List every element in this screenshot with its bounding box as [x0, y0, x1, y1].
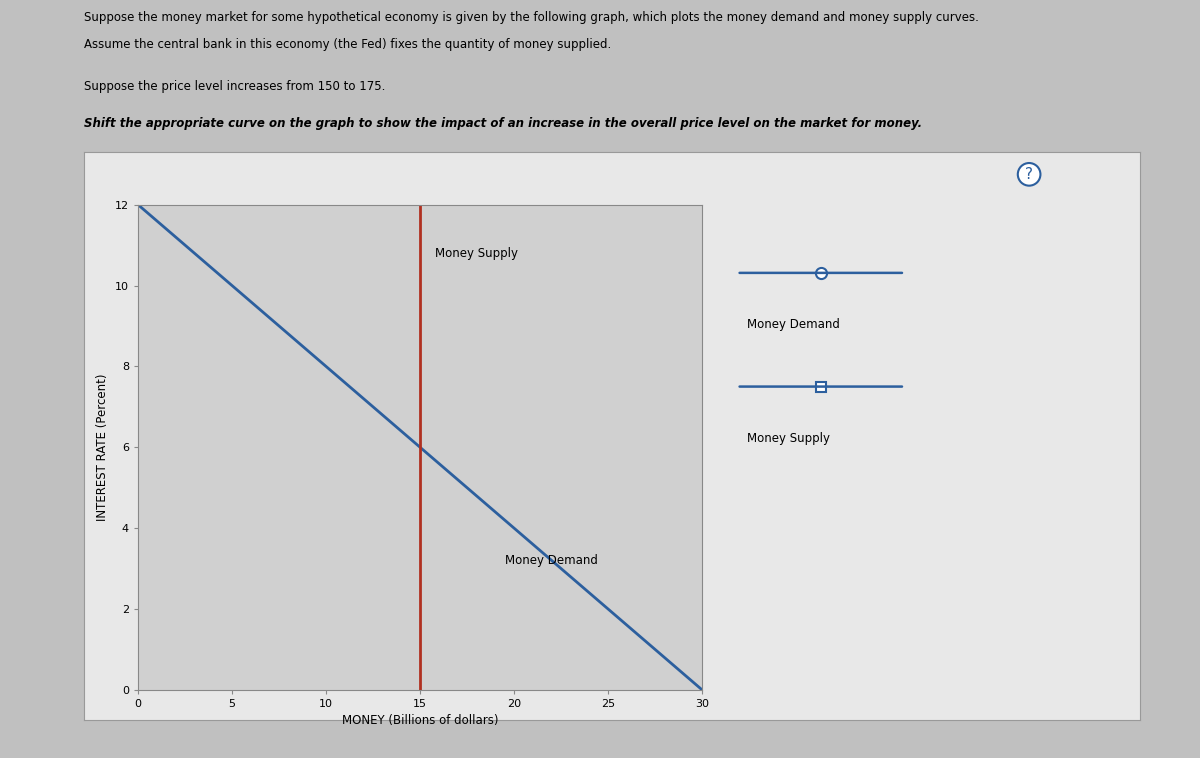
Text: Shift the appropriate curve on the graph to show the impact of an increase in th: Shift the appropriate curve on the graph…	[84, 117, 922, 130]
Text: ?: ?	[1025, 167, 1033, 182]
X-axis label: MONEY (Billions of dollars): MONEY (Billions of dollars)	[342, 714, 498, 728]
Text: Suppose the money market for some hypothetical economy is given by the following: Suppose the money market for some hypoth…	[84, 11, 979, 24]
Text: Suppose the price level increases from 150 to 175.: Suppose the price level increases from 1…	[84, 80, 385, 92]
Text: Money Supply: Money Supply	[436, 246, 518, 260]
Text: Money Supply: Money Supply	[746, 432, 830, 445]
Text: Money Demand: Money Demand	[746, 318, 840, 331]
Y-axis label: INTEREST RATE (Percent): INTEREST RATE (Percent)	[96, 374, 109, 521]
Text: Assume the central bank in this economy (the Fed) fixes the quantity of money su: Assume the central bank in this economy …	[84, 38, 611, 51]
Text: Money Demand: Money Demand	[505, 554, 598, 567]
